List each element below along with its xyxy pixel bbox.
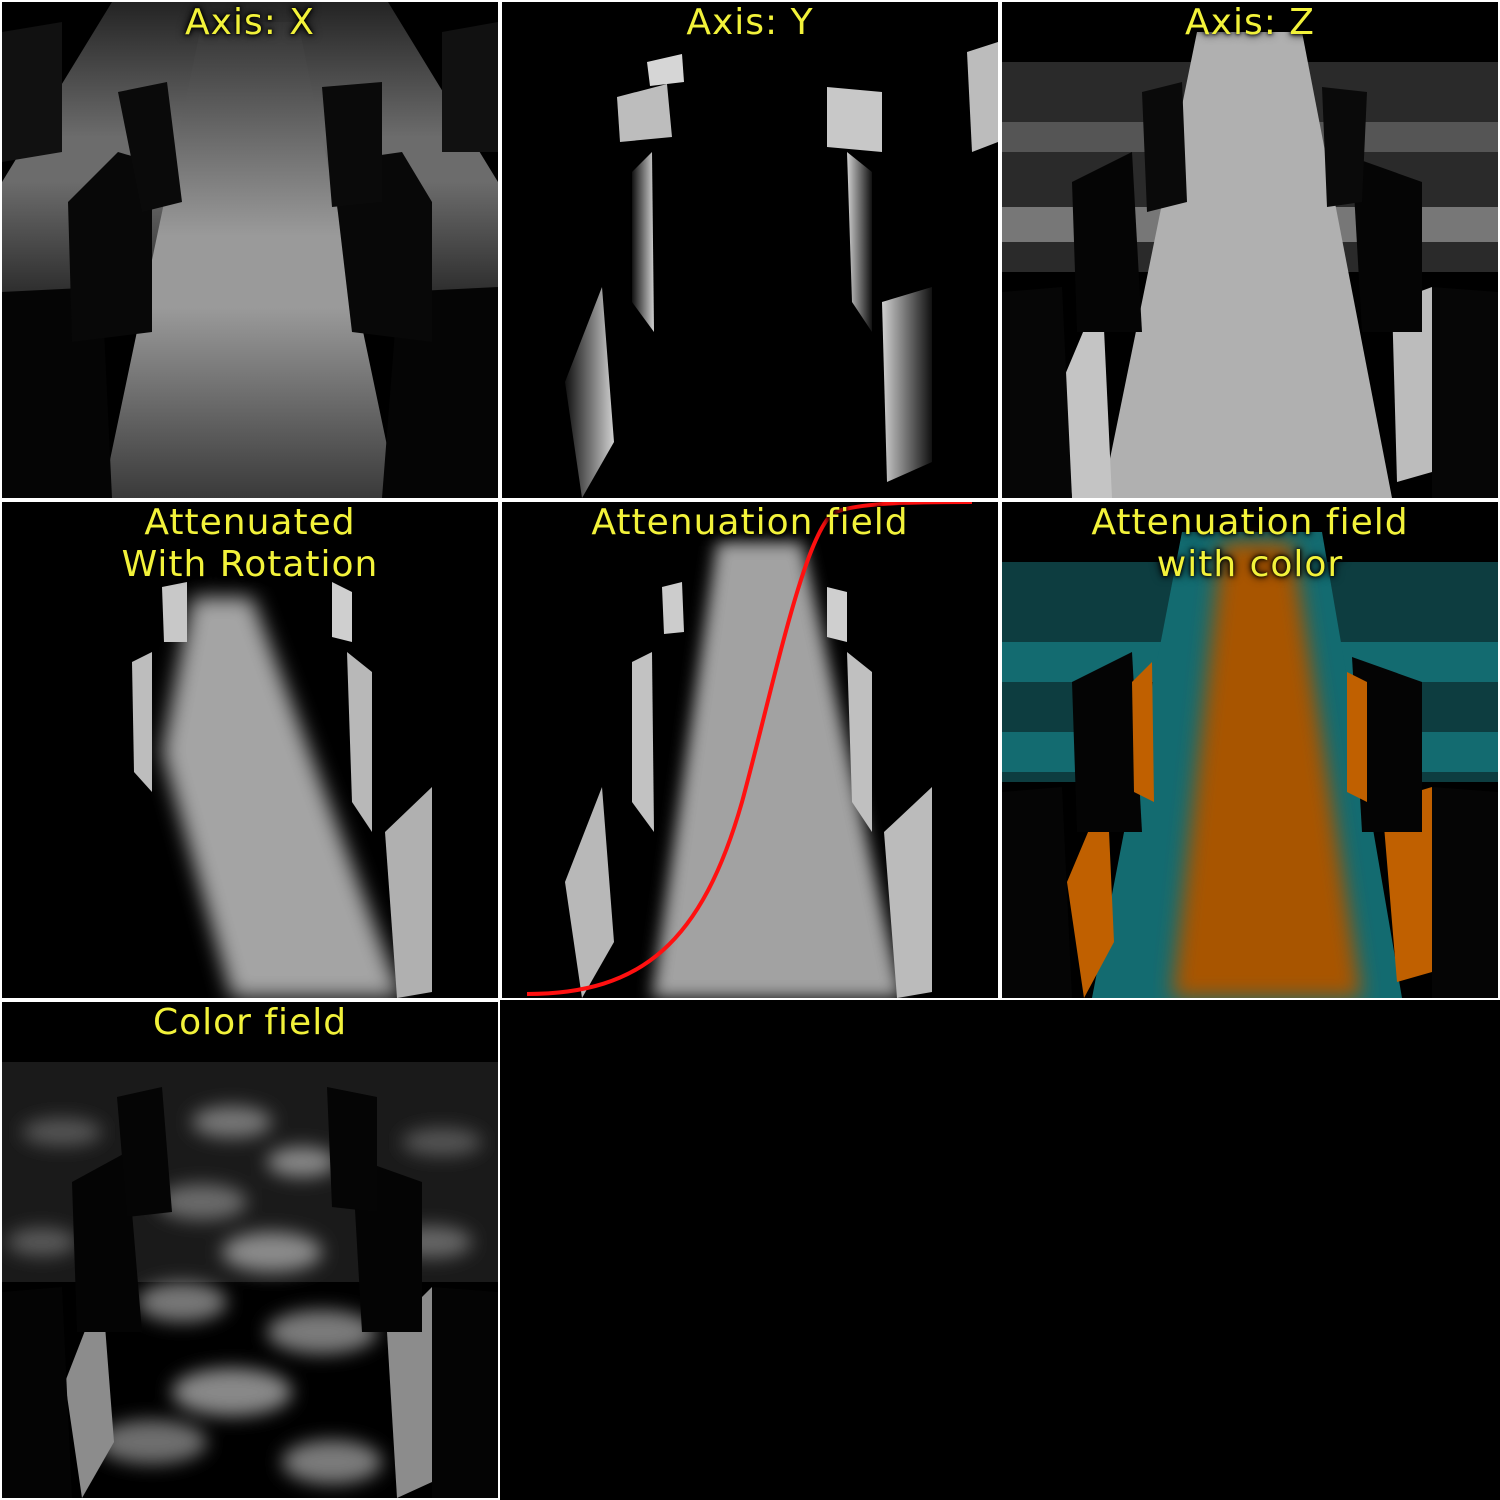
- panel-title: Color field: [152, 1002, 348, 1043]
- attenuation-curve: [526, 502, 973, 996]
- panel-attenuation-field-color: Attenuation field with color: [1002, 502, 1498, 998]
- empty-area: [500, 1000, 1500, 1500]
- scene-color-field: [2, 1002, 498, 1498]
- panel-axis-y: Axis: Y: [502, 2, 998, 498]
- panel-axis-x: Axis: X: [2, 2, 498, 498]
- panel-title: Axis: X: [185, 2, 315, 43]
- panel-title: Axis: Y: [686, 2, 814, 43]
- scene-axis-z: [1002, 2, 1498, 498]
- scene-axis-y: [502, 2, 998, 498]
- scene-attenuated-rotation: [2, 502, 498, 998]
- panel-attenuated-rotation: Attenuated With Rotation: [2, 502, 498, 998]
- panel-attenuation-field: Attenuation field: [502, 502, 998, 998]
- panel-title: Axis: Z: [1185, 2, 1315, 43]
- panel-title: Attenuation field: [591, 502, 909, 543]
- scene-attenuation-field-color: [1002, 502, 1498, 998]
- panel-axis-z: Axis: Z: [1002, 2, 1498, 498]
- panel-title: Attenuated With Rotation: [121, 502, 379, 585]
- panel-title: Attenuation field with color: [1091, 502, 1409, 585]
- panel-color-field: Color field: [2, 1002, 498, 1498]
- scene-attenuation-field: [502, 502, 998, 998]
- scene-axis-x: [2, 2, 498, 498]
